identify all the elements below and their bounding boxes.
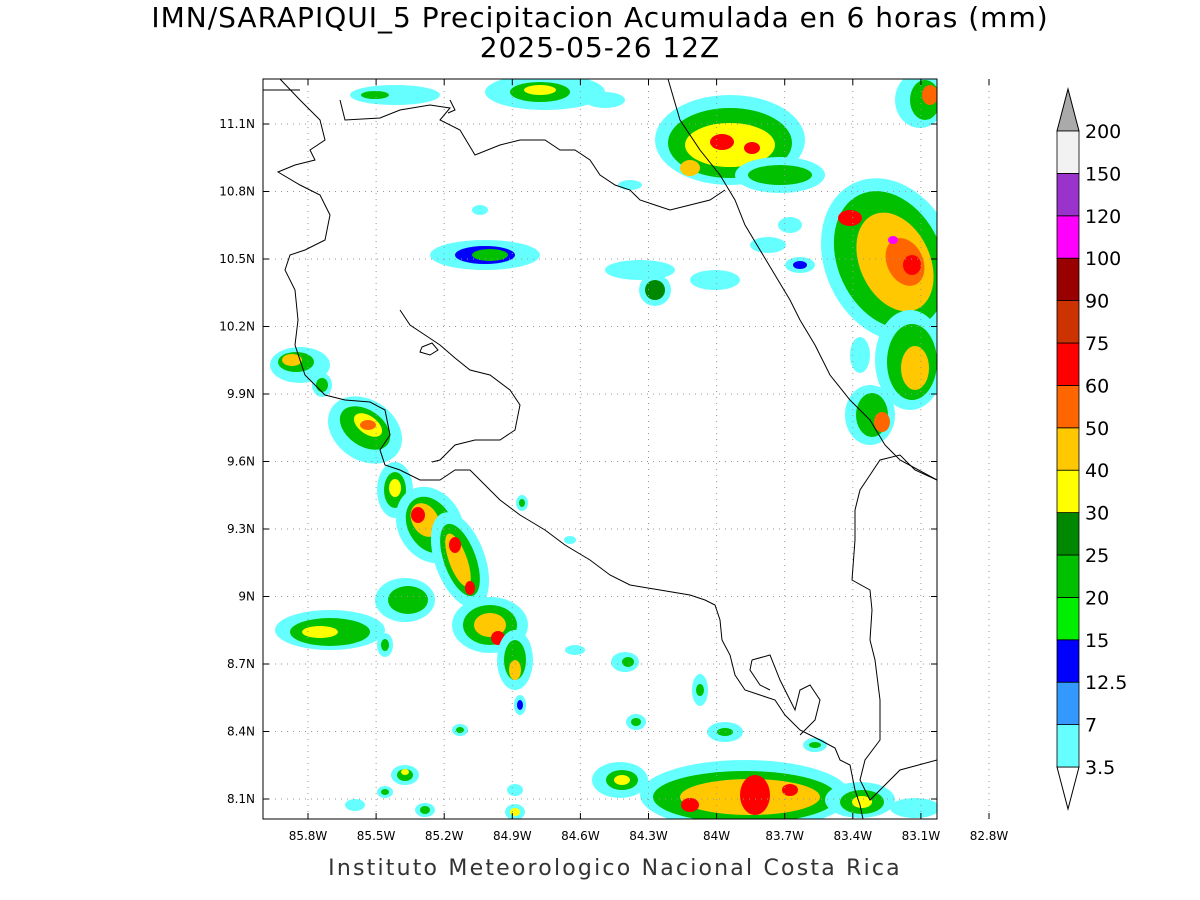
colorbar-swatch (1056, 639, 1080, 683)
nicoya-gulf-coast (399, 309, 521, 463)
colorbar-lower-arrow (1056, 766, 1080, 811)
colorbar-swatch (1056, 469, 1080, 514)
colorbar: 3.5 7 12.5 15 20 25 30 40 50 60 75 90 100 120 150 200 (1056, 87, 1127, 811)
map-axis: 85.8W 85.5W 85.2W 84.9W 84.6W 84.3W 84W 83.7W 83… (219, 79, 1008, 843)
lat-tick-label: 10.8N (219, 185, 255, 199)
lat-tick-label: 10.5N (219, 252, 255, 266)
nicaragua-pacific-coast (276, 79, 864, 819)
lake-nicaragua-shore (263, 89, 726, 211)
map-gridlines (263, 79, 990, 819)
colorbar-label: 150 (1085, 163, 1121, 185)
colorbar-swatch (1056, 342, 1080, 386)
lake-inlet (447, 99, 456, 114)
lat-tick-label: 8.4N (227, 725, 255, 739)
precip-band-south (592, 760, 937, 819)
lon-tick-label: 83.4W (834, 829, 873, 843)
colorbar-swatch (1056, 130, 1080, 174)
colorbar-label: 12.5 (1085, 672, 1127, 694)
precip-band-inland (430, 205, 827, 752)
lon-tick-label: 84.3W (629, 829, 668, 843)
colorbar-swatch (1056, 681, 1080, 726)
lon-tick-label: 84W (703, 829, 730, 843)
precip-band-pacific (270, 347, 533, 819)
lon-tick-label: 85.2W (425, 829, 464, 843)
osa-peninsula (749, 654, 821, 736)
footer-credit: Instituto Meteorologico Nacional Costa R… (328, 856, 902, 881)
lat-tick-label: 8.7N (227, 657, 255, 671)
colorbar-label: 3.5 (1085, 757, 1115, 779)
lon-tick-label: 84.9W (493, 829, 532, 843)
lat-tick-label: 8.1N (227, 792, 255, 806)
colorbar-label: 100 (1085, 248, 1121, 270)
lon-tick-label: 85.8W (289, 829, 328, 843)
colorbar-label: 50 (1085, 418, 1109, 440)
colorbar-swatch (1056, 215, 1080, 259)
lat-tick-label: 9.9N (227, 387, 255, 401)
colorbar-label: 75 (1085, 333, 1109, 355)
colorbar-swatch (1056, 384, 1080, 429)
lat-tick-label: 10.2N (219, 320, 255, 334)
lat-tick-label: 9.3N (227, 522, 255, 536)
colorbar-upper-arrow (1056, 87, 1080, 132)
colorbar-label: 60 (1085, 375, 1109, 397)
colorbar-swatch (1056, 597, 1080, 641)
chira-island (419, 342, 439, 356)
colorbar-swatch (1056, 257, 1080, 302)
caribbean-coast (667, 79, 937, 481)
lat-tick-label: 11.1N (219, 117, 255, 131)
colorbar-swatch (1056, 724, 1080, 768)
colorbar-swatch (1056, 427, 1080, 471)
colorbar-swatch (1056, 300, 1080, 344)
colorbar-label: 20 (1085, 587, 1109, 609)
colorbar-label: 30 (1085, 503, 1109, 525)
colorbar-label: 90 (1085, 291, 1109, 313)
chart-title: IMN/SARAPIQUI_5 Precipitacion Acumulada … (151, 1, 1049, 34)
lon-tick-label: 85.5W (357, 829, 396, 843)
chart-subtitle: 2025-05-26 12Z (479, 31, 721, 64)
colorbar-label: 120 (1085, 206, 1121, 228)
precip-fields (270, 79, 937, 819)
colorbar-swatch (1056, 512, 1080, 556)
colorbar-label: 25 (1085, 545, 1109, 567)
lat-tick-label: 9N (238, 590, 255, 604)
colorbar-swatch (1056, 172, 1080, 217)
panama-border (851, 454, 937, 801)
lon-tick-label: 83.1W (902, 829, 941, 843)
coastlines (263, 79, 937, 819)
lon-tick-label: 83.7W (765, 829, 804, 843)
lon-tick-label: 84.6W (561, 829, 600, 843)
precip-band-caribbean (350, 79, 937, 445)
map-frame (262, 78, 938, 820)
colorbar-label: 15 (1085, 630, 1109, 652)
lon-tick-label: 82.8W (970, 829, 1009, 843)
colorbar-label: 40 (1085, 460, 1109, 482)
lat-tick-label: 9.6N (227, 455, 255, 469)
colorbar-label: 200 (1085, 121, 1121, 143)
colorbar-label: 7 (1085, 715, 1097, 737)
colorbar-swatch (1056, 554, 1080, 598)
